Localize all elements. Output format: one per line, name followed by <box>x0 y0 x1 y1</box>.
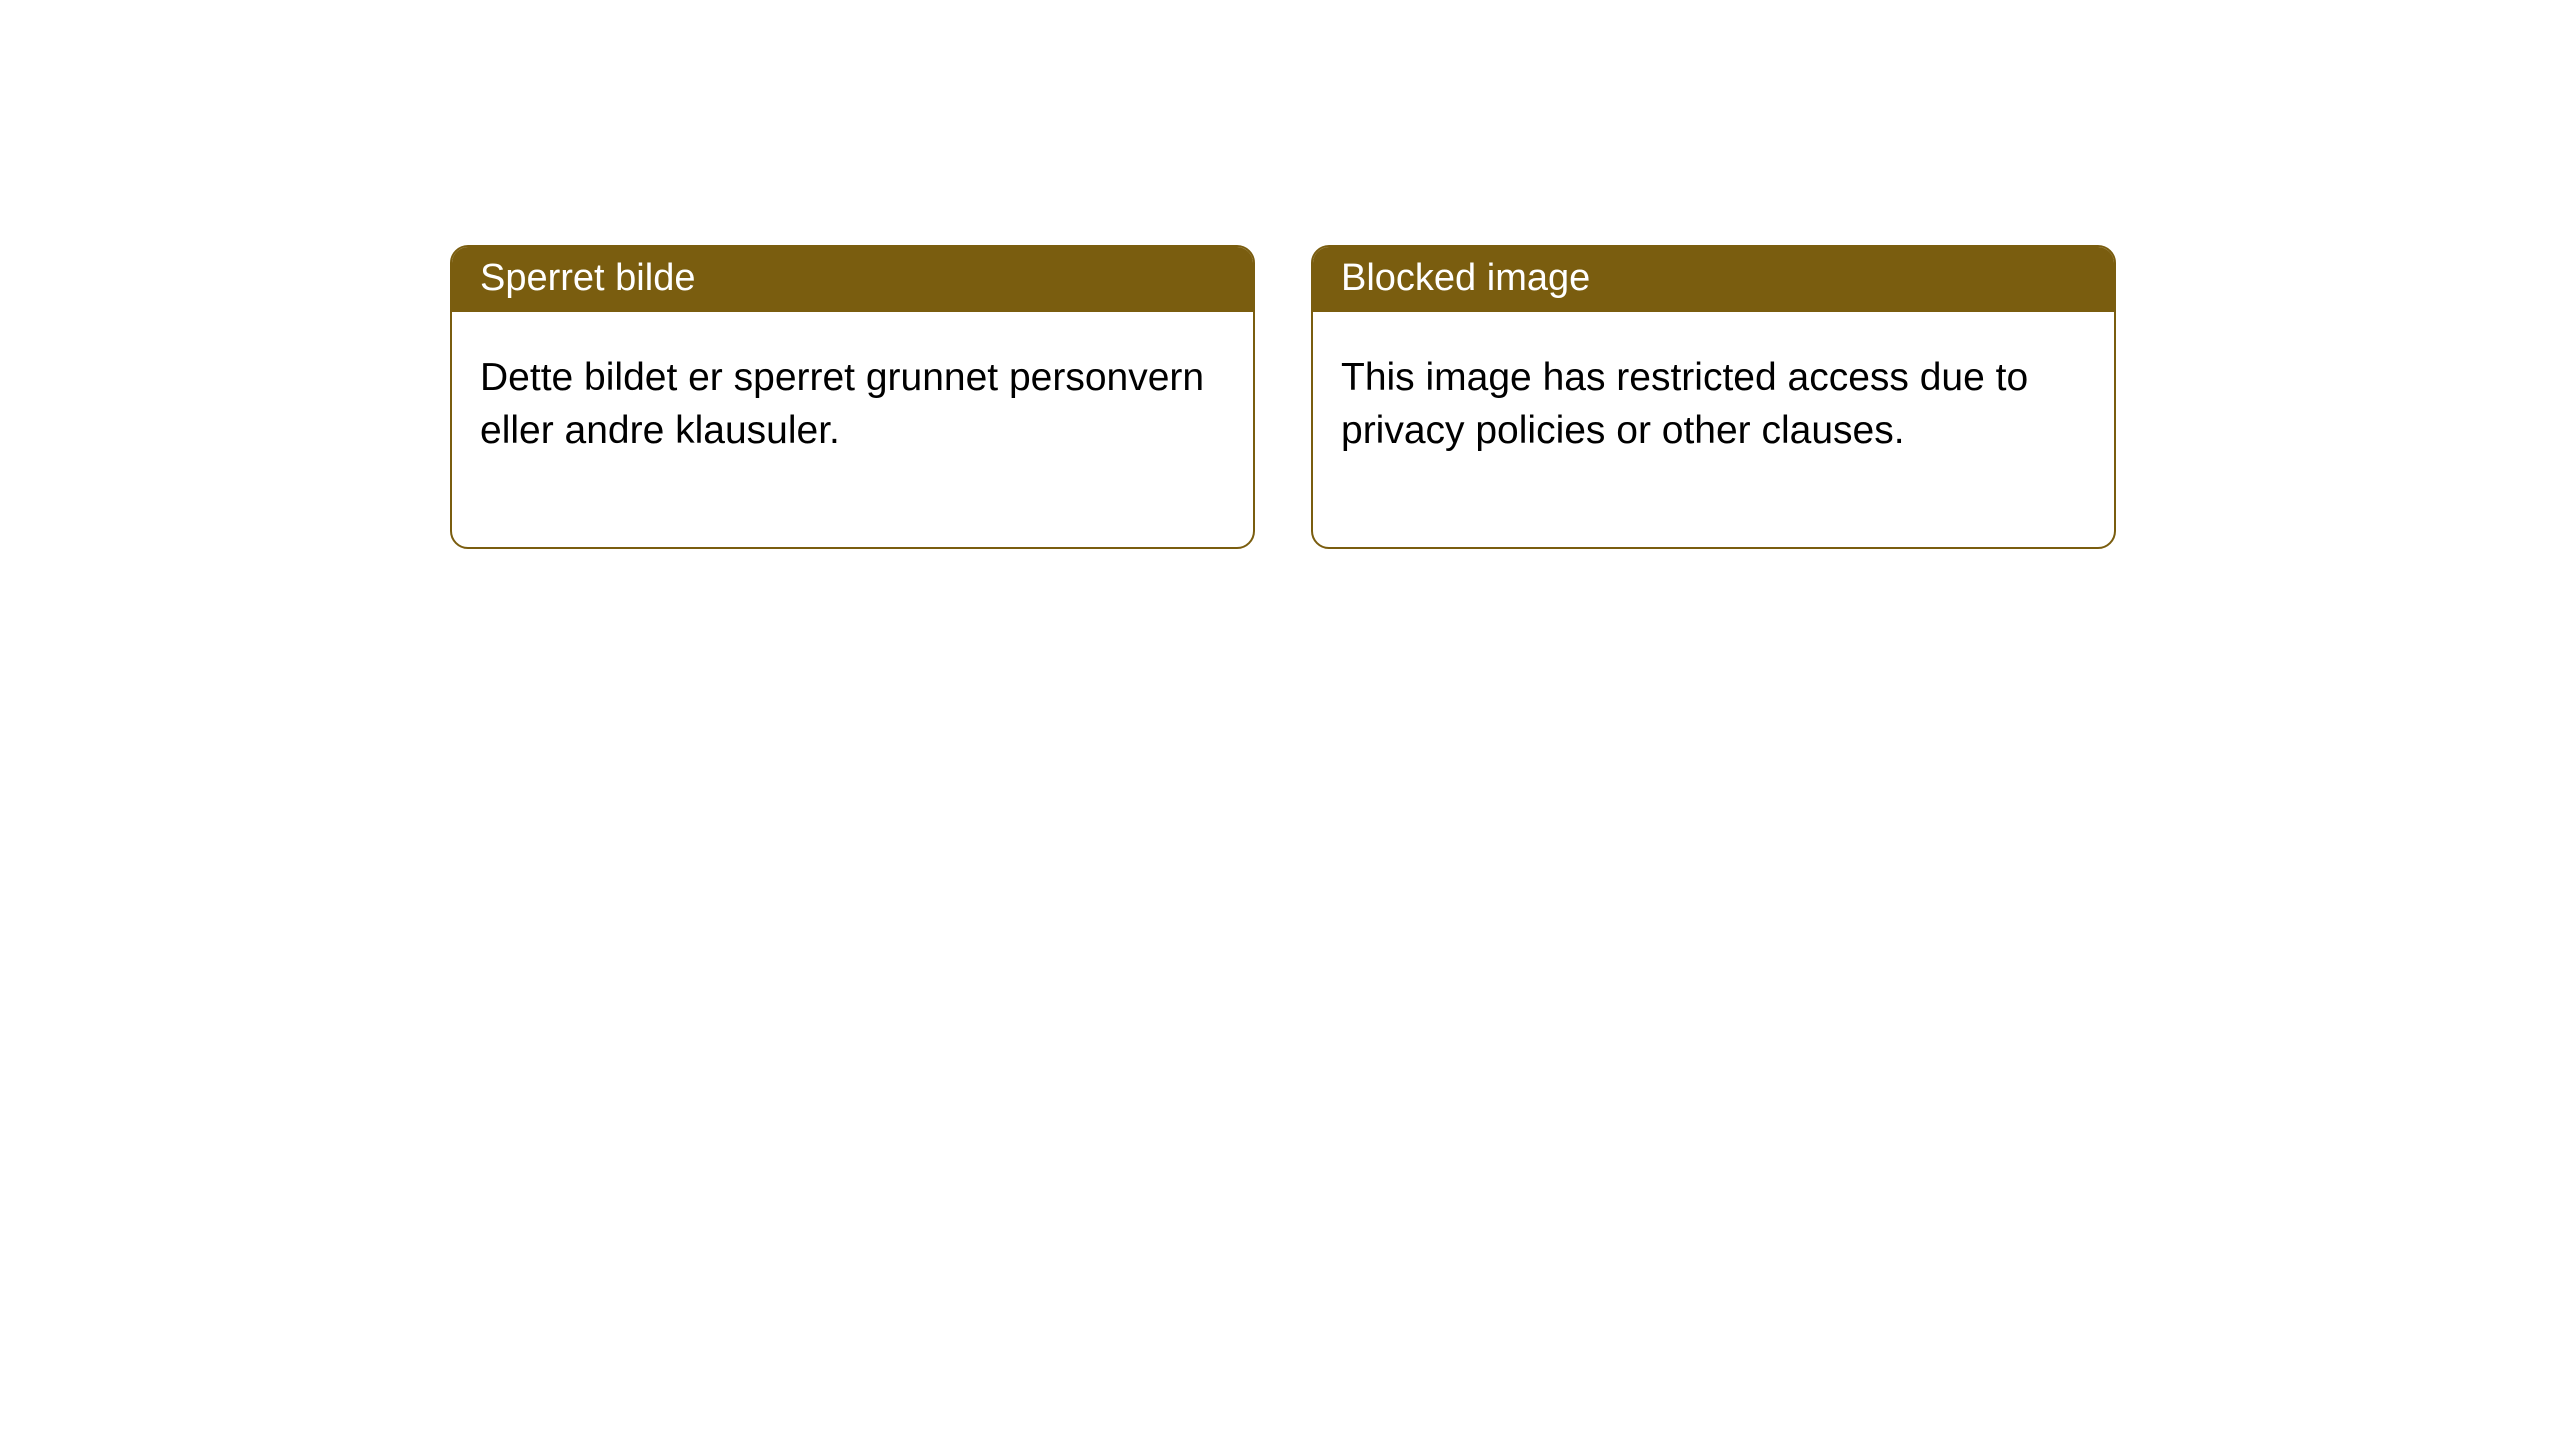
notice-title-norwegian: Sperret bilde <box>452 247 1253 312</box>
notice-container: Sperret bilde Dette bildet er sperret gr… <box>0 0 2560 549</box>
notice-card-english: Blocked image This image has restricted … <box>1311 245 2116 549</box>
notice-title-english: Blocked image <box>1313 247 2114 312</box>
notice-body-norwegian: Dette bildet er sperret grunnet personve… <box>452 312 1253 547</box>
notice-body-english: This image has restricted access due to … <box>1313 312 2114 547</box>
notice-card-norwegian: Sperret bilde Dette bildet er sperret gr… <box>450 245 1255 549</box>
